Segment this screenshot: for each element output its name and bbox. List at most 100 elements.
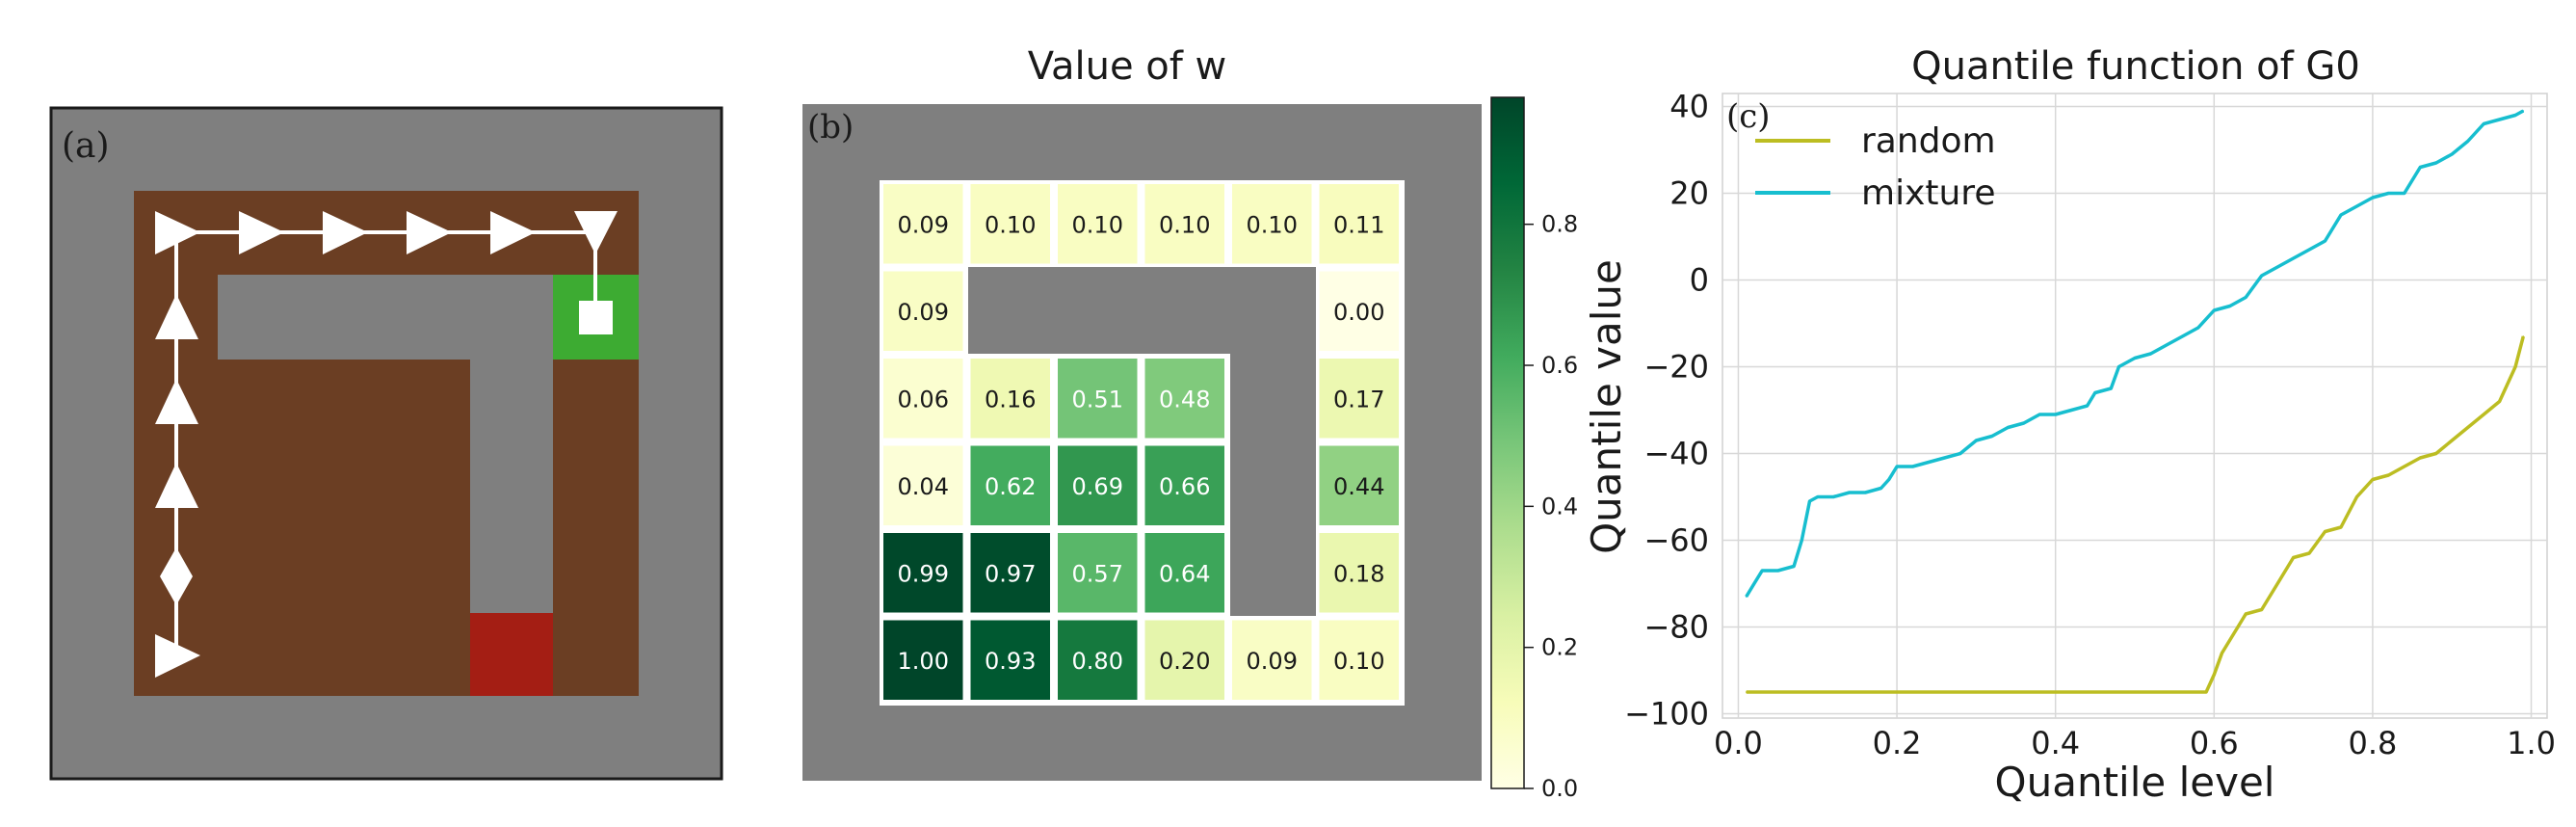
data-point-mixture — [2324, 240, 2326, 242]
heatmap-cell — [1058, 445, 1138, 525]
data-point-mixture — [2434, 162, 2437, 164]
path-arrow-right-icon — [490, 211, 536, 254]
heatmap-cell — [883, 271, 963, 351]
panel-a-gridworld: (a) — [49, 106, 723, 781]
data-point-random — [2483, 414, 2484, 415]
path-arrow-down-icon — [574, 211, 618, 254]
data-point-mixture — [2308, 249, 2310, 251]
data-point-random — [2434, 452, 2437, 455]
heatmap-cell — [970, 533, 1050, 613]
data-point-mixture — [1879, 487, 1882, 490]
heatmap-cell-label: 0.62 — [985, 473, 1036, 500]
data-point-mixture — [2260, 275, 2263, 277]
data-point-mixture — [2022, 422, 2025, 424]
series-lines — [1745, 109, 2525, 694]
x-tick-label: 0.4 — [2031, 725, 2080, 761]
data-point-random — [2419, 457, 2422, 459]
data-point-random — [2404, 466, 2405, 467]
path-arrow-right-icon — [239, 211, 284, 254]
x-tick-label: 0.6 — [2190, 725, 2239, 761]
heatmap-cell — [970, 445, 1050, 525]
heatmap-cell — [1232, 184, 1312, 264]
colorbar-tick-label: 0.4 — [1541, 493, 1578, 520]
colorbar-tick-label: 0.0 — [1541, 775, 1578, 802]
heatmap-cell-label: 0.11 — [1333, 211, 1384, 238]
heatmap-cell-label: 0.51 — [1072, 386, 1123, 413]
data-point-mixture — [2094, 391, 2096, 394]
gridlines — [1722, 93, 2547, 718]
heatmap-cell-label: 0.99 — [898, 560, 949, 587]
data-point-mixture — [2134, 357, 2136, 360]
heatmap-cell-label: 0.09 — [898, 211, 949, 238]
colorbar-tick-label: 0.2 — [1541, 634, 1578, 661]
y-tick-label: 20 — [1669, 175, 1709, 212]
data-point-mixture — [2054, 414, 2057, 415]
data-point-random — [2387, 474, 2390, 476]
heatmap-cell-label: 0.66 — [1159, 473, 1210, 500]
data-point-mixture — [2149, 353, 2152, 355]
y-tick-labels: −100 −80 −60 −40 −20 0 20 40 — [1624, 89, 1709, 733]
colorbar-label: Quantile value — [1583, 259, 1630, 554]
data-point-mixture — [2166, 344, 2168, 346]
data-point-mixture — [2245, 296, 2247, 299]
data-point-mixture — [2086, 405, 2089, 407]
heatmap-cell — [1232, 620, 1312, 700]
data-point-random — [2054, 691, 2057, 693]
heatmap-cell-label: 0.18 — [1333, 560, 1384, 587]
heatmap-cell — [883, 359, 963, 439]
heatmap-cell — [883, 620, 963, 700]
y-tick-label: −100 — [1624, 696, 1709, 733]
colorbar-tick-label: 0.6 — [1541, 352, 1578, 379]
y-tick-label: 40 — [1669, 89, 1709, 125]
panel-c-label: (c) — [1726, 97, 1771, 136]
heatmap-cell — [883, 184, 963, 264]
path-arrow-up-icon — [155, 294, 198, 339]
heatmap-cell — [1319, 184, 1399, 264]
data-point-mixture — [1761, 570, 1763, 572]
heatmap-cell-label: 0.69 — [1072, 473, 1123, 500]
data-point-mixture — [2340, 214, 2342, 216]
data-point-mixture — [1808, 500, 1811, 502]
heatmap-cell — [1319, 620, 1399, 700]
data-point-random — [1975, 691, 1978, 693]
path-diamond-icon — [160, 547, 193, 605]
data-point-random — [2324, 530, 2326, 533]
data-point-mixture — [2181, 335, 2184, 337]
data-point-mixture — [1943, 457, 1946, 459]
heatmap-cell-label: 0.10 — [1159, 211, 1210, 238]
data-point-mixture — [2292, 257, 2295, 259]
x-tick-label: 0.2 — [1873, 725, 1922, 761]
colorbar — [1490, 96, 1525, 789]
data-point-mixture — [2387, 192, 2390, 195]
data-point-mixture — [2451, 153, 2454, 155]
agent-path-line — [174, 230, 597, 655]
data-point-mixture — [1753, 582, 1755, 585]
data-point-mixture — [1864, 492, 1866, 494]
colorbar-ticks: 0.0 0.2 0.4 0.6 0.8 — [1524, 211, 1578, 802]
data-point-mixture — [2372, 197, 2374, 199]
heatmap-cell-label: 1.00 — [898, 648, 949, 675]
heatmap-cell-label: 0.57 — [1072, 560, 1123, 587]
data-point-mixture — [2514, 114, 2516, 117]
x-tick-label: 0.8 — [2348, 725, 2397, 761]
heatmap-cell — [1319, 445, 1399, 525]
panel-a-label: (a) — [62, 126, 110, 166]
y-tick-label: 0 — [1690, 262, 1709, 299]
heatmap-cell — [1319, 271, 1399, 351]
data-point-random — [2522, 335, 2525, 337]
data-point-random — [2245, 613, 2247, 615]
heatmap-cell — [1319, 533, 1399, 613]
heatmap-cell-label: 0.17 — [1333, 386, 1384, 413]
data-point-mixture — [2483, 122, 2484, 125]
path-arrow-right-icon — [323, 211, 368, 254]
heatmap-cell-label: 0.44 — [1333, 473, 1384, 500]
data-point-random — [2372, 478, 2374, 481]
heatmap-cell — [1144, 445, 1224, 525]
heatmap-cell-label: 0.16 — [985, 386, 1036, 413]
data-point-mixture — [2070, 409, 2072, 412]
y-tick-label: −80 — [1643, 609, 1709, 646]
x-tick-label: 0.0 — [1714, 725, 1763, 761]
heatmap-cell — [1144, 620, 1224, 700]
data-point-mixture — [1991, 435, 1993, 438]
